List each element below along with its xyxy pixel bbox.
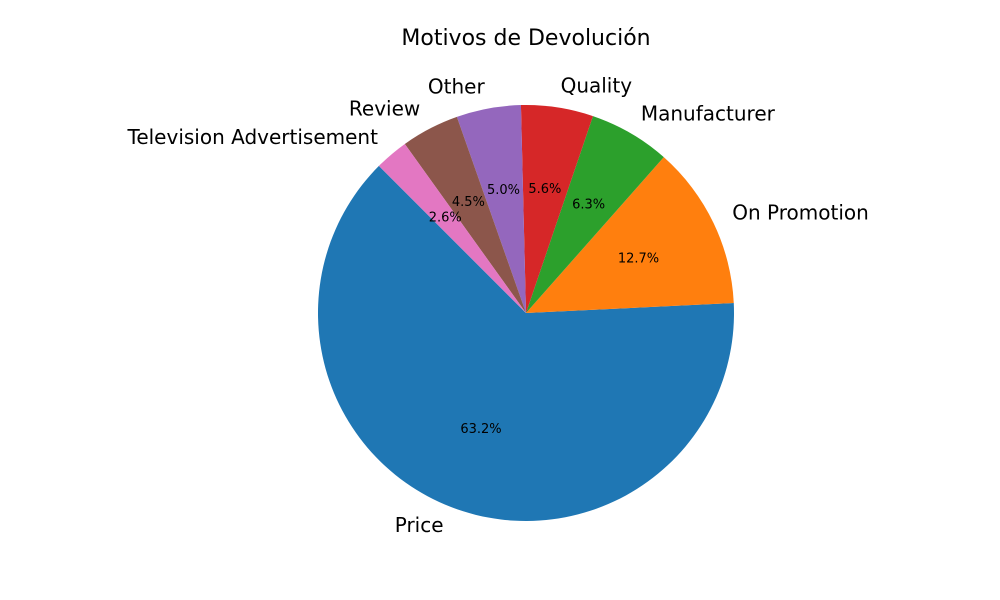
slice-label-2: Manufacturer bbox=[641, 102, 776, 126]
slice-label-4: Other bbox=[428, 74, 486, 98]
slice-label-6: Television Advertisement bbox=[127, 125, 379, 149]
slice-label-5: Review bbox=[349, 97, 420, 121]
pie-slices bbox=[318, 105, 734, 521]
slice-percentage-0: 63.2% bbox=[460, 422, 501, 437]
slice-label-1: On Promotion bbox=[732, 201, 869, 225]
slice-label-0: Price bbox=[395, 513, 444, 537]
slice-percentage-1: 12.7% bbox=[618, 252, 659, 267]
slice-label-3: Quality bbox=[561, 73, 633, 97]
slice-percentage-5: 4.5% bbox=[452, 195, 485, 210]
slice-percentage-3: 5.6% bbox=[528, 182, 561, 197]
chart-title: Motivos de Devolución bbox=[401, 26, 650, 51]
slice-percentage-2: 6.3% bbox=[572, 198, 605, 213]
slice-percentage-6: 2.6% bbox=[429, 210, 462, 225]
slice-percentage-4: 5.0% bbox=[487, 183, 520, 198]
